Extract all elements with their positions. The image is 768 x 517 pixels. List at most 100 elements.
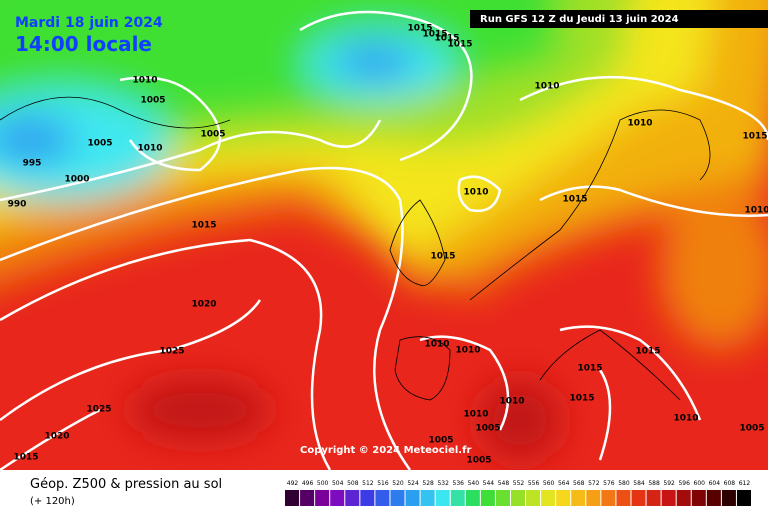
isobar-label: 1015 (191, 221, 216, 231)
isobar-label: 1010 (137, 144, 162, 154)
scale-label: 600 (694, 480, 706, 487)
scale-label: 520 (392, 480, 404, 487)
isobar-label: 1015 (13, 453, 38, 463)
isobar-label: 995 (23, 159, 42, 169)
isobar-label: 1015 (407, 24, 432, 34)
isobar-label: 1010 (534, 82, 559, 92)
scale-swatch (556, 490, 571, 506)
run-box (470, 10, 768, 28)
isobar-label: 1005 (87, 139, 112, 149)
time: 14:00 locale (15, 32, 152, 56)
isobar-label: 1005 (466, 456, 491, 466)
scale-swatch (736, 490, 751, 506)
isobar-label: 1005 (140, 96, 165, 106)
scale-swatch (661, 490, 676, 506)
scale-swatch (721, 490, 736, 506)
copyright: Copyright © 2024 Meteociel.fr (300, 445, 471, 456)
scale-label: 580 (618, 480, 630, 487)
color-scale: 492 496 500 504 508 512 516 520 524 528 532 536 540 5… (285, 480, 751, 506)
scale-label: 524 (407, 480, 419, 487)
scale-swatch (285, 490, 300, 506)
scale-swatch (691, 490, 706, 506)
isobar-label: 1015 (577, 364, 602, 374)
scale-swatch (601, 490, 616, 506)
scale-swatch (435, 490, 450, 506)
scale-label: 500 (317, 480, 329, 487)
scale-label: 592 (663, 480, 675, 487)
isobar-label: 1015 (635, 347, 660, 357)
legend-lead: (+ 120h) (30, 496, 75, 507)
scale-swatch (510, 490, 526, 506)
scale-swatch (480, 490, 495, 506)
scale-label: 516 (377, 480, 389, 487)
isobar-label: 1005 (739, 424, 764, 434)
isobar-label: 1010 (744, 206, 768, 216)
scale-label: 552 (513, 480, 525, 487)
scale-swatch (420, 490, 435, 506)
scale-swatch (541, 490, 556, 506)
scale-label: 604 (709, 480, 721, 487)
scale-label: 568 (573, 480, 585, 487)
legend-title: Géop. Z500 & pression au sol (30, 477, 222, 492)
scale-label: 508 (347, 480, 359, 487)
scale-swatch (330, 490, 345, 506)
scale-swatch (465, 490, 480, 506)
scale-swatch (526, 490, 541, 506)
isobar-label: 1010 (455, 346, 480, 356)
scale-label: 584 (633, 480, 645, 487)
scale-swatch (616, 490, 631, 506)
scale-label: 540 (468, 480, 480, 487)
scale-swatch (706, 490, 721, 506)
isobar-label: 1025 (159, 347, 184, 357)
scale-label: 560 (543, 480, 555, 487)
scale-swatch (646, 490, 661, 506)
isobar-label: 1010 (627, 119, 652, 129)
scale-label: 544 (483, 480, 495, 487)
scale-label: 564 (558, 480, 570, 487)
scale-label: 608 (724, 480, 736, 487)
scale-label: 528 (422, 480, 434, 487)
scale-label: 596 (678, 480, 690, 487)
isobar-label: 1015 (430, 252, 455, 262)
isobar-label: 1015 (569, 394, 594, 404)
isobar-label: 1000 (64, 175, 89, 185)
scale-label: 504 (332, 480, 344, 487)
scale-swatch (375, 490, 390, 506)
isobar-label: 1010 (463, 188, 488, 198)
scale-swatch (586, 490, 601, 506)
scale-label: 548 (498, 480, 510, 487)
scale-swatch (360, 490, 375, 506)
isobar-label: 1015 (422, 30, 447, 40)
scale-label: 612 (739, 480, 751, 487)
coastlines (0, 96, 711, 401)
isobar-label: 1010 (673, 414, 698, 424)
scale-label: 576 (603, 480, 615, 487)
scale-swatch (631, 490, 646, 506)
isobar-label: 1005 (428, 436, 453, 446)
scale-label: 556 (528, 480, 540, 487)
scale-swatch (495, 490, 510, 506)
isobar-label: 1020 (191, 300, 216, 310)
scale-swatch (345, 490, 360, 506)
scale-label: 536 (453, 480, 465, 487)
scale-label: 588 (648, 480, 660, 487)
scale-swatch (315, 490, 330, 506)
isobar-label: 1015 (447, 40, 472, 50)
isobar-label: 1010 (424, 340, 449, 350)
isobar-label: 990 (8, 200, 27, 210)
isobar-label: 1025 (86, 405, 111, 415)
isobar-label: 1015 (562, 195, 587, 205)
isobar-label: 1005 (200, 130, 225, 140)
isobar-label: 1015 (434, 34, 459, 44)
scale-label: 492 (287, 480, 299, 487)
scale-swatch (390, 490, 405, 506)
isobar-label: 1010 (463, 410, 488, 420)
scale-swatch (450, 490, 465, 506)
scale-swatch (676, 490, 691, 506)
scale-label: 512 (362, 480, 374, 487)
scale-label: 496 (302, 480, 314, 487)
isobar-label: 1015 (742, 132, 767, 142)
